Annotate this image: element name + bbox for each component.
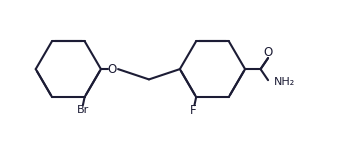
Text: O: O <box>107 63 117 76</box>
Text: NH₂: NH₂ <box>274 77 295 87</box>
Text: Br: Br <box>77 105 89 115</box>
Text: F: F <box>189 104 196 117</box>
Text: O: O <box>263 46 273 59</box>
